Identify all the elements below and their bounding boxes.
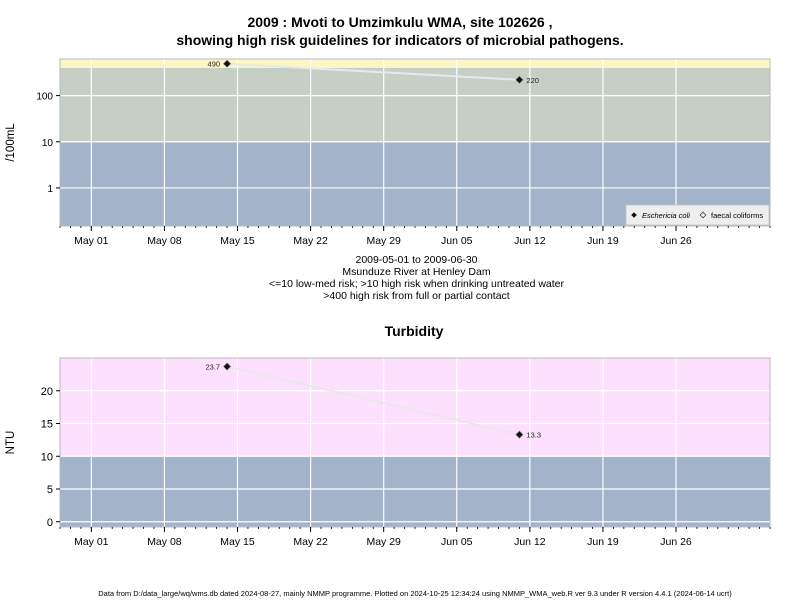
legend-faecal-label: faecal coliforms xyxy=(711,211,763,220)
y-tick-label-4: 20 xyxy=(41,386,53,398)
risk-band-0 xyxy=(60,456,770,527)
legend-ecoli-marker xyxy=(631,212,637,218)
x-tick-label-4: May 29 xyxy=(366,536,401,548)
data-point-0-1 xyxy=(515,75,524,84)
x-tick-label-6: Jun 12 xyxy=(514,235,546,247)
x-tick-label-2: May 15 xyxy=(220,235,255,247)
series-line-0 xyxy=(226,365,520,436)
date-range-text: 2009-05-01 to 2009-06-30 xyxy=(355,254,478,266)
footer-note: Data from D:/data_large/wq/wms.db dated … xyxy=(98,589,732,598)
x-tick-label-0: May 01 xyxy=(74,536,109,548)
y-tick-label-0: 1 xyxy=(47,184,53,195)
y-tick-label-2: 10 xyxy=(41,451,53,463)
x-tick-label-5: Jun 05 xyxy=(441,536,473,548)
y-axis-title: NTU xyxy=(5,431,17,455)
data-point-0-1 xyxy=(515,430,524,439)
legend-box xyxy=(625,204,770,226)
y-tick-label-2: 100 xyxy=(36,92,53,103)
x-tick-label-7: Jun 19 xyxy=(587,536,619,548)
data-label-0-0: 23.7 xyxy=(205,363,220,372)
x-tick-label-0: May 01 xyxy=(74,235,109,247)
y-tick-label-1: 10 xyxy=(42,138,54,149)
x-tick-label-8: Jun 26 xyxy=(660,536,692,548)
data-label-0-1: 13.3 xyxy=(526,431,541,440)
x-tick-label-8: Jun 26 xyxy=(660,235,692,247)
y-tick-label-1: 5 xyxy=(47,484,53,496)
risk-band-2 xyxy=(60,59,770,68)
legend-faecal-marker xyxy=(699,211,707,219)
turbidity-chart: 0 5 10 15 20 NTU May 01 May 08 May 15 May 22 May 2… xyxy=(5,357,771,548)
x-tick-label-4: May 29 xyxy=(366,235,401,247)
risk-band-1 xyxy=(60,358,770,457)
drinking-risk-text: <=10 low-med risk; >10 high risk when dr… xyxy=(268,278,565,290)
x-tick-label-7: Jun 19 xyxy=(587,235,619,247)
risk-band-1 xyxy=(60,67,770,142)
contact-risk-text: >400 high risk from full or partial cont… xyxy=(323,290,510,302)
data-label-0-0: 490 xyxy=(208,60,221,69)
x-tick-label-1: May 08 xyxy=(147,235,182,247)
site-name-text: Msunduze River at Henley Dam xyxy=(342,266,491,278)
ecoli-chart: 1 10 100/100mL May 01 May 08 May 15 May 22 May … xyxy=(5,58,771,247)
legend-ecoli-label: Eschericia coli xyxy=(642,211,690,220)
turbidity-title: Turbidity xyxy=(384,323,444,339)
x-tick-label-3: May 22 xyxy=(293,235,328,247)
y-axis-title: /100mL xyxy=(5,123,17,162)
x-tick-label-3: May 22 xyxy=(293,536,328,548)
y-tick-label-3: 15 xyxy=(41,419,53,431)
data-point-0-0 xyxy=(223,59,231,68)
x-tick-label-6: Jun 12 xyxy=(514,536,546,548)
series-line-0 xyxy=(227,62,520,81)
x-tick-label-5: Jun 05 xyxy=(441,235,473,247)
data-point-0-0 xyxy=(223,362,231,371)
x-tick-label-2: May 15 xyxy=(220,536,255,548)
data-label-0-1: 220 xyxy=(526,76,539,85)
chart-title-line2: showing high risk guidelines for indicat… xyxy=(176,32,624,48)
chart-title-line1: 2009 : Mvoti to Umzimkulu WMA, site 1026… xyxy=(247,14,553,30)
y-tick-label-0: 0 xyxy=(47,517,53,529)
x-tick-label-1: May 08 xyxy=(147,536,182,548)
